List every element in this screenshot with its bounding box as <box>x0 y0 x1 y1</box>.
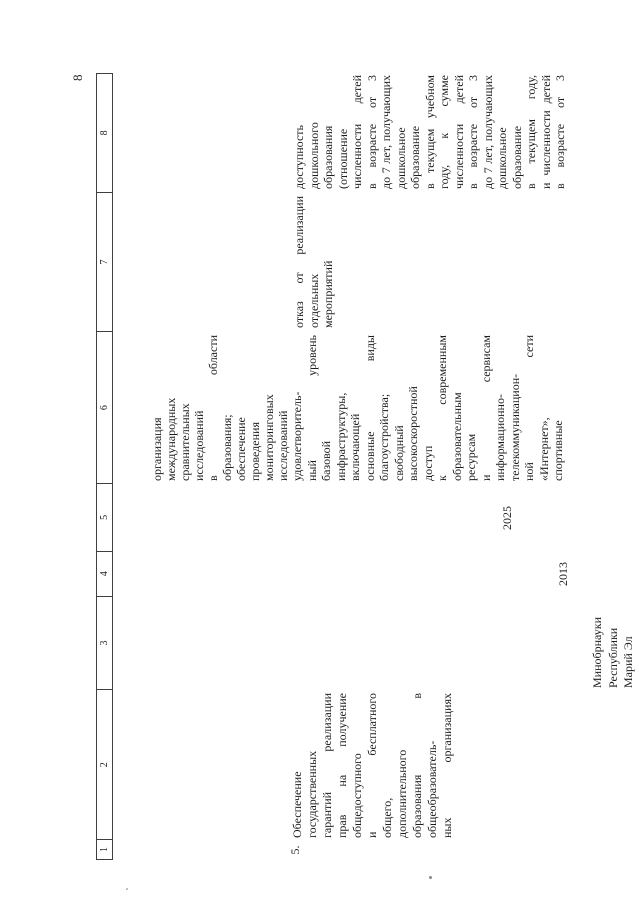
text-line: информационно- <box>493 394 507 481</box>
header-cell-1: 1 <box>99 847 110 853</box>
row5-col8-indicator-link: доступность дошкольного образования (отноше… <box>292 75 568 189</box>
row5-col3-executor: Минобрнауки Республики Марий Эл <box>590 596 637 688</box>
text-line: Марий Эл <box>621 636 635 688</box>
text-line: и сервисам <box>478 335 493 481</box>
text-line: образования в <box>410 693 424 838</box>
header-cell-2: 2 <box>97 690 112 841</box>
row5-col6-expected-results: удовлетворитель-ный уровень базовой инфрас… <box>290 335 566 481</box>
text-line: благоустройства; <box>377 393 391 481</box>
text-line: дошкольное <box>495 127 509 189</box>
text-line: мероприятий <box>321 260 335 328</box>
text-line: высокоскоростной <box>406 386 420 481</box>
text-line: «Интернет», <box>536 417 551 481</box>
text-line: в текущем учебном <box>422 75 437 189</box>
scan-speck <box>126 888 128 890</box>
text-line: спортивные <box>551 420 565 481</box>
row5-col7-non-implementation-consequences: отказ от реализации отдельных мероприятий <box>292 196 336 328</box>
text-line: общего, <box>380 797 394 838</box>
text-line: до 7 лет, получающих <box>379 75 393 189</box>
text-line: в возрасте от 3 <box>364 75 379 189</box>
text-line: в области <box>206 335 220 481</box>
text-line: в текущем году, <box>524 75 538 189</box>
table-header-row: 1 2 3 4 5 6 7 8 <box>96 73 113 860</box>
text-line: исследований <box>192 410 206 481</box>
text-line: в возрасте от 3 <box>553 75 567 189</box>
header-cell-4: 4 <box>97 551 112 597</box>
text-line: включающей <box>348 413 362 481</box>
text-line: общедоступного <box>350 753 364 838</box>
text-line: международных <box>164 397 178 481</box>
text-line: отдельных <box>306 273 321 328</box>
row5-col1-row-number: 5. <box>288 845 302 855</box>
header-cell-7: 7 <box>97 192 112 333</box>
text-line: дополнительного <box>395 749 409 838</box>
header-cell-6: 6 <box>97 332 112 484</box>
text-line: к современным <box>435 335 449 481</box>
text-line: году, к сумме <box>437 75 451 189</box>
row4-col6-expected-results-continuation: организация международных сравнительных исс… <box>150 335 290 481</box>
row5-col5-end-year: 2025 <box>500 506 514 530</box>
text-line: организация <box>150 417 164 481</box>
text-line: проведения <box>248 422 262 481</box>
text-line: общеобразователь- <box>425 740 439 838</box>
text-line: до 7 лет, получающих <box>480 75 495 189</box>
header-cell-8: 8 <box>97 73 112 193</box>
text-line: исследований <box>276 410 290 481</box>
text-line: обеспечение <box>234 417 248 481</box>
text-line: сравнительных <box>178 403 192 481</box>
text-line: доступность <box>292 124 306 189</box>
page-number: 8 <box>70 74 85 82</box>
text-line: отказ от реализации <box>292 196 306 328</box>
header-cell-3: 3 <box>97 596 112 691</box>
text-line: дошкольное <box>393 127 408 189</box>
text-line: мониторинговых <box>262 394 276 481</box>
text-line: Республики <box>605 627 620 688</box>
text-line: численности детей <box>350 75 364 189</box>
header-cell-5: 5 <box>97 483 112 552</box>
text-line: численности детей <box>451 75 466 189</box>
text-line: доступ <box>420 445 435 481</box>
row5-col4-start-year: 2013 <box>556 562 570 586</box>
text-line: прав на получение <box>335 693 349 838</box>
text-line: Минобрнауки <box>590 616 604 688</box>
text-line: государственных <box>305 750 319 838</box>
text-line: в возрасте от 3 <box>466 75 480 189</box>
text-line: инфраструктуры, <box>333 392 348 481</box>
text-line: ный уровень <box>304 335 319 481</box>
text-line: удовлетворитель- <box>290 391 304 481</box>
text-line: гарантий реализации <box>320 693 334 838</box>
scan-speck <box>429 876 432 879</box>
text-line: Обеспечение <box>290 771 304 838</box>
text-line: свободный <box>391 425 406 481</box>
text-line: дошкольного <box>306 122 321 189</box>
text-line: образования; <box>220 414 234 481</box>
text-line: (отношение <box>335 128 350 189</box>
text-line: образование <box>408 125 422 189</box>
text-line: ных организациях <box>440 693 454 838</box>
row5-col2-measure-name: Обеспечение государственных гарантий реали… <box>290 693 455 838</box>
text-line: ной сети <box>522 335 536 481</box>
text-line: базовой <box>319 440 333 481</box>
text-line: и численности детей <box>538 75 553 189</box>
text-line: основные виды <box>362 335 377 481</box>
text-line: образования <box>321 125 335 189</box>
text-line: телекоммуникацион- <box>507 373 522 481</box>
text-line: образовательным <box>449 392 464 481</box>
text-line: ресурсам <box>464 433 478 481</box>
text-line: образование <box>509 125 524 189</box>
text-line: и бесплатного <box>365 693 379 838</box>
